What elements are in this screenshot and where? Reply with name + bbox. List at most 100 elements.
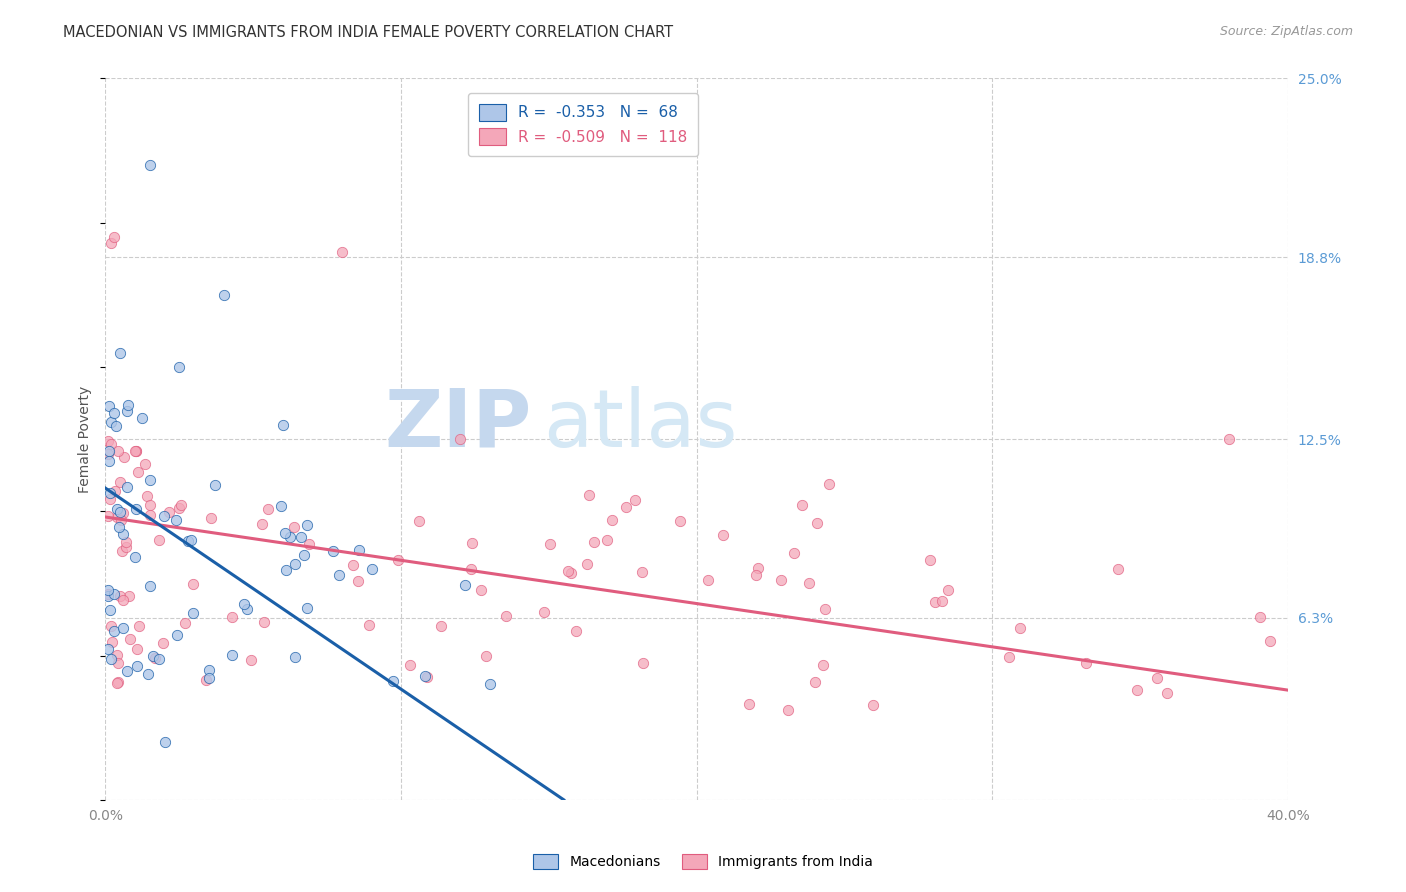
Point [98,603,121,617]
Point [284,557,307,571]
Point [399,657,422,672]
Point [200,510,222,524]
Point [180,533,202,548]
Point [110,345,132,359]
Text: atlas: atlas [543,385,737,464]
Point [136,667,159,681]
Point [114,534,136,549]
Point [148,533,170,548]
Point [118,589,141,603]
Point [212,288,235,302]
Point [108,505,131,519]
Point [103,230,125,244]
Point [143,651,166,665]
Point [114,540,136,554]
Point [107,656,129,670]
Point [128,619,150,633]
Point [738,697,761,711]
Point [278,530,301,544]
Point [105,648,128,662]
Point [360,562,382,576]
Point [711,527,734,541]
Point [1107,562,1129,576]
Point [624,492,647,507]
Point [1258,634,1281,648]
Point [387,553,409,567]
Point [98,454,121,468]
Point [600,513,623,527]
Point [198,672,221,686]
Point [382,673,405,688]
Point [240,653,263,667]
Point [111,592,134,607]
Point [998,649,1021,664]
Legend: R =  -0.353   N =  68, R =  -0.509   N =  118: R = -0.353 N = 68, R = -0.509 N = 118 [468,94,699,156]
Point [236,602,259,616]
Point [357,618,380,632]
Point [413,668,436,682]
Point [461,535,484,549]
Point [134,457,156,471]
Point [1146,671,1168,685]
Point [166,628,188,642]
Point [256,502,278,516]
Point [616,500,638,515]
Point [290,530,312,544]
Point [495,609,517,624]
Point [170,498,193,512]
Point [804,674,827,689]
Point [1008,622,1031,636]
Point [460,562,482,576]
Point [284,649,307,664]
Point [233,597,256,611]
Point [631,565,654,579]
Point [221,610,243,624]
Point [107,444,129,458]
Point [125,658,148,673]
Point [347,543,370,558]
Point [470,583,492,598]
Point [817,477,839,491]
Point [298,537,321,551]
Point [416,670,439,684]
Point [105,419,128,434]
Point [152,635,174,649]
Text: Source: ZipAtlas.com: Source: ZipAtlas.com [1219,25,1353,38]
Point [669,514,692,528]
Point [125,444,148,458]
Point [533,605,555,619]
Point [112,527,135,541]
Point [101,635,124,649]
Point [347,574,370,588]
Point [194,673,217,687]
Point [560,566,582,580]
Point [181,606,204,620]
Point [167,501,190,516]
Point [295,601,318,615]
Point [103,406,125,420]
Point [931,594,953,608]
Point [97,447,120,461]
Point [292,548,315,562]
Point [920,553,942,567]
Point [100,415,122,429]
Point [115,665,138,679]
Point [576,557,599,571]
Point [297,518,319,533]
Point [98,399,121,413]
Point [814,601,837,615]
Legend: Macedonians, Immigrants from India: Macedonians, Immigrants from India [527,848,879,874]
Point [792,498,814,512]
Point [115,480,138,494]
Point [110,513,132,527]
Point [148,652,170,666]
Point [169,359,191,374]
Point [124,444,146,458]
Point [103,624,125,638]
Point [1125,682,1147,697]
Point [157,505,180,519]
Point [181,577,204,591]
Point [97,583,120,598]
Point [108,475,131,489]
Point [139,508,162,522]
